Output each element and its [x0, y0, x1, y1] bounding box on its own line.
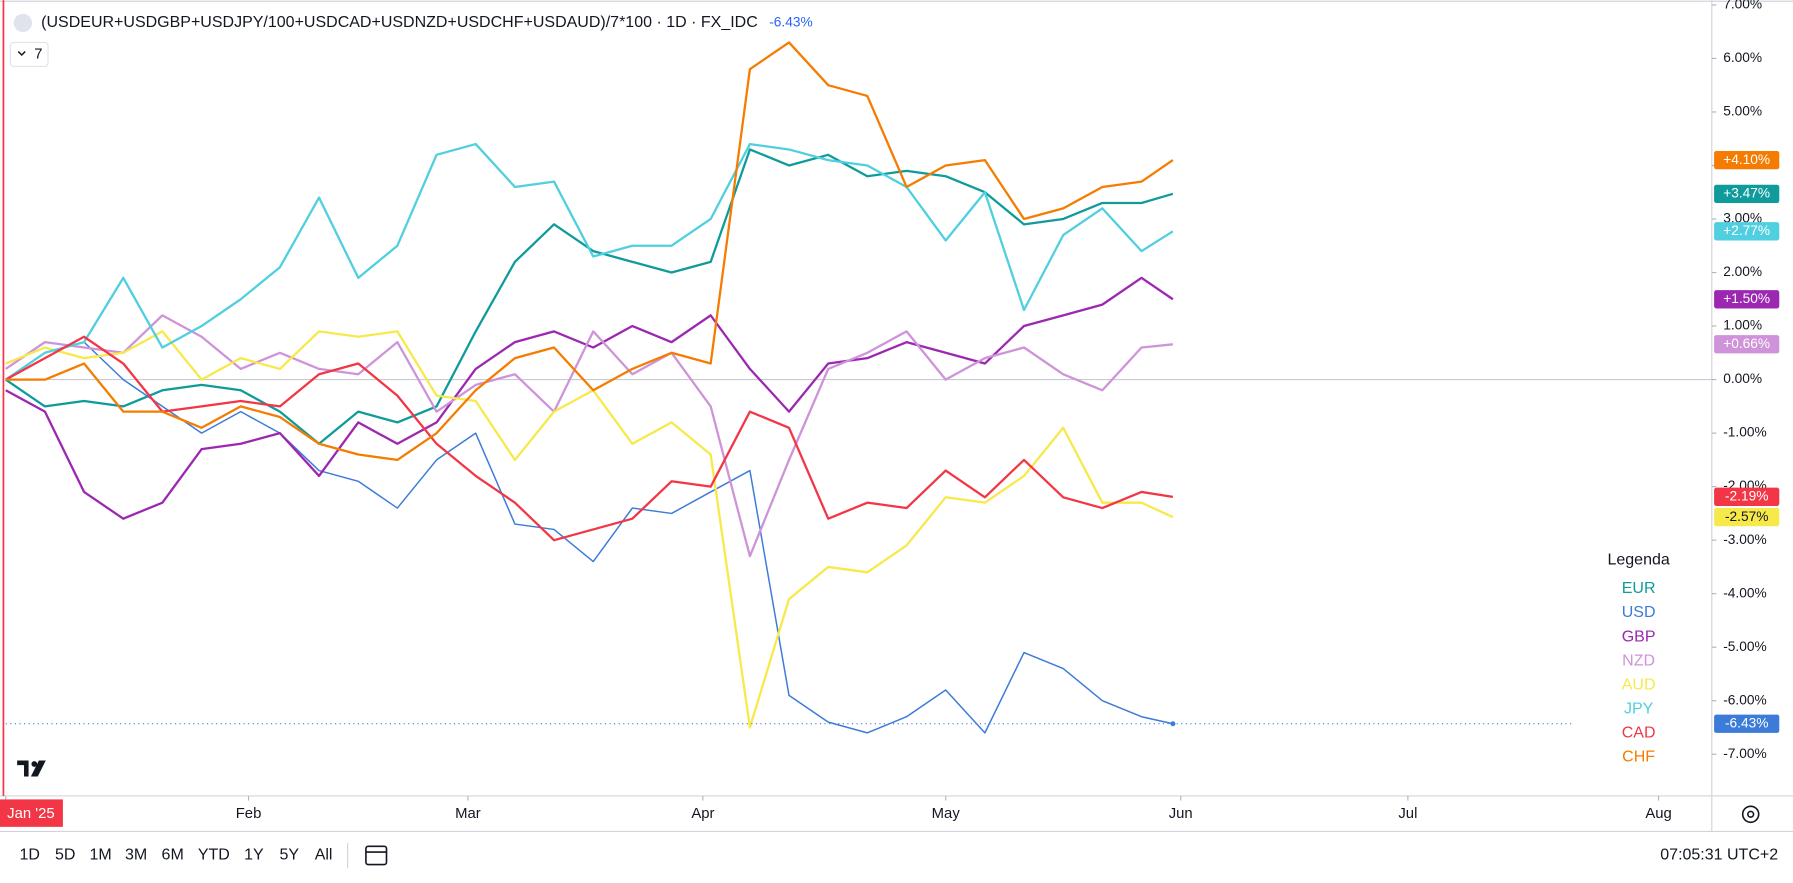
y-tick-label: 2.00%: [1723, 264, 1762, 279]
logo-part: [17, 760, 29, 777]
y-tick-label: 0.00%: [1723, 371, 1762, 386]
settings-icon[interactable]: [1741, 805, 1760, 824]
series-line: [5, 335, 1174, 542]
y-tick-label: -1.00%: [1723, 425, 1766, 440]
legend-title: Legenda: [1607, 552, 1669, 569]
symbol-icon: [13, 13, 33, 33]
y-tick-label: 7.00%: [1723, 0, 1762, 12]
price-badge-label: +1.50%: [1723, 291, 1770, 306]
price-badge-label: -6.43%: [1725, 715, 1768, 730]
indicator-count: 7: [34, 46, 42, 62]
range-button[interactable]: 1Y: [244, 847, 264, 864]
series-line: [5, 341, 1174, 734]
price-badge: [1714, 184, 1780, 204]
price-badge: [1714, 150, 1780, 170]
price-badge-label: +3.47%: [1723, 185, 1770, 200]
range-button[interactable]: All: [315, 847, 333, 864]
price-badge-label: -2.19%: [1725, 488, 1768, 503]
x-tick-label: Feb: [236, 806, 262, 822]
y-tick-label: -4.00%: [1723, 585, 1766, 600]
legend-item: JPY: [1624, 700, 1654, 717]
date-range-icon[interactable]: [365, 845, 388, 866]
legend-item: AUD: [1622, 676, 1656, 693]
chevron: [17, 51, 26, 57]
price-badge: [1714, 714, 1780, 733]
range-button[interactable]: YTD: [198, 847, 230, 864]
y-tick-label: 1.00%: [1723, 318, 1762, 333]
logo-part: [31, 761, 38, 767]
series-line: [5, 276, 1174, 520]
legend-item: CHF: [1622, 748, 1655, 765]
range-button[interactable]: 6M: [162, 847, 184, 864]
legend-item: GBP: [1622, 628, 1656, 645]
y-tick-label: -7.00%: [1723, 746, 1766, 761]
price-badge: [1714, 222, 1780, 241]
legend-item: EUR: [1622, 580, 1656, 597]
range-button[interactable]: 5D: [55, 847, 75, 864]
series-line: [5, 314, 1173, 558]
series-line: [5, 142, 1174, 381]
price-badge-label: +2.77%: [1723, 223, 1770, 238]
x-tick-label: Jun: [1169, 806, 1193, 822]
price-badge-label: +4.10%: [1723, 152, 1770, 167]
range-button[interactable]: 3M: [125, 847, 147, 864]
change-label: -6.43%: [769, 15, 812, 30]
y-tick-label: 3.00%: [1723, 211, 1762, 226]
x-tick-label: Jul: [1398, 806, 1417, 822]
legend-item: CAD: [1622, 724, 1656, 741]
range-button[interactable]: 1D: [20, 847, 40, 864]
clock: 07:05:31 UTC+2: [1660, 847, 1778, 864]
range-button[interactable]: 5Y: [280, 847, 300, 864]
range-button[interactable]: 1M: [90, 847, 112, 864]
gear[interactable]: [1741, 805, 1760, 824]
y-tick-label: -5.00%: [1723, 639, 1766, 654]
price-badge-label: +0.66%: [1723, 336, 1770, 351]
last-point: [1170, 721, 1176, 727]
indicator-toggle[interactable]: [9, 41, 49, 68]
price-badge: [1714, 335, 1780, 354]
range-start-badge: [0, 799, 63, 827]
y-tick-label: -6.00%: [1723, 692, 1766, 707]
price-badge: [1714, 487, 1780, 506]
logo-part: [30, 760, 46, 777]
chart-title: (USDEUR+USDGBP+USDJPY/100+USDCAD+USDNZD+…: [41, 14, 758, 31]
plot-area: [5, 41, 1712, 734]
gear-center[interactable]: [1747, 810, 1755, 818]
calendar[interactable]: [365, 845, 388, 866]
x-tick-label: May: [932, 806, 961, 822]
price-badge: [1714, 507, 1780, 527]
legend-item: USD: [1622, 604, 1656, 621]
x-tick-label: Jan '25: [7, 806, 54, 822]
x-tick-label: Aug: [1645, 806, 1671, 822]
y-tick-label: -3.00%: [1723, 532, 1766, 547]
y-tick-label: 6.00%: [1723, 50, 1762, 65]
price-badge: [1714, 290, 1780, 309]
logo: [17, 760, 46, 777]
price-badge-label: -2.57%: [1725, 509, 1768, 524]
legend-item: NZD: [1622, 652, 1655, 669]
series-line: [5, 41, 1174, 462]
x-tick-label: Mar: [455, 806, 481, 822]
y-tick-label: 5.00%: [1723, 104, 1762, 119]
x-tick-label: Apr: [691, 806, 714, 822]
